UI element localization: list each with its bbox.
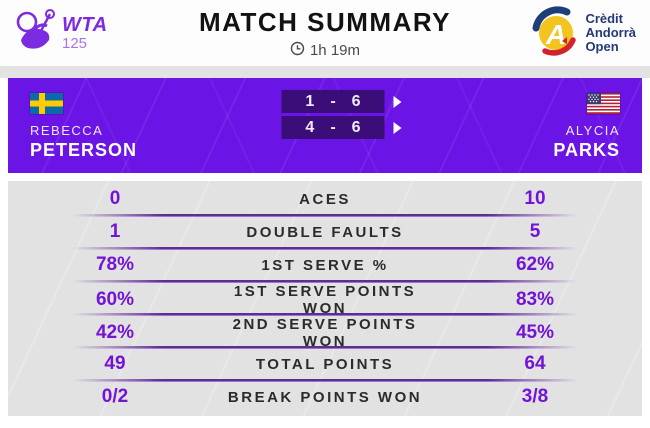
clock-icon (290, 41, 305, 60)
stat-left-value: 1 (109, 221, 121, 242)
score-separator: - (330, 118, 336, 136)
stat-right-value: 5 (529, 221, 541, 242)
usa-flag-icon (587, 93, 620, 114)
stat-row-double-faults: 1 DOUBLE FAULTS 5 (8, 217, 642, 247)
player-right: ALYCIA PARKS (553, 93, 620, 161)
page-title: MATCH SUMMARY (198, 7, 452, 37)
stat-right-value: 10 (524, 188, 546, 209)
stat-left-value: 78% (95, 254, 135, 275)
match-banner: REBECCA PETERSON 1 - 6 4 - 6 (8, 78, 642, 173)
player-right-last-name: PARKS (553, 140, 620, 160)
stat-row-first-serve-points-won: 60% 1ST SERVE POINTS WON 83% (8, 283, 642, 317)
match-duration: 1h 19m (199, 41, 451, 60)
stat-left-value: 0/2 (101, 386, 129, 407)
stats-panel: 0 ACES 10 1 DOUBLE FAULTS 5 78% 1ST SERV… (8, 181, 642, 416)
header: WTA 125 MATCH SUMMARY 1h 19m A (0, 0, 650, 66)
set-2-left-games: 4 (305, 118, 315, 136)
wta-tier-label: 125 (62, 35, 88, 52)
player-left-first-name: REBECCA (30, 123, 104, 138)
stat-left-value: 49 (104, 353, 126, 374)
player-right-first-name: ALYCIA (565, 123, 620, 138)
stat-label: 1ST SERVE POINTS WON (233, 283, 417, 317)
set-1-left-games: 1 (305, 92, 315, 110)
sweden-flag-icon (30, 93, 63, 114)
stat-right-value: 64 (524, 353, 546, 374)
sponsor-line-1: Crèdit (585, 10, 623, 26)
sponsor-logo: A Crèdit Andorrà Open (486, 5, 636, 61)
stat-label: DOUBLE FAULTS (246, 223, 404, 241)
set-2-winner-arrow-icon (393, 121, 402, 134)
stat-left-value: 42% (95, 322, 135, 343)
row-divider (72, 346, 578, 349)
stat-label: 1ST SERVE % (261, 256, 389, 274)
stat-right-value: 62% (515, 254, 555, 275)
header-shadow-band (0, 66, 650, 78)
sponsor-line-3: Open (585, 39, 619, 55)
svg-text:A: A (545, 19, 566, 50)
row-divider (72, 247, 578, 250)
set-1-right-games: 6 (351, 92, 361, 110)
sponsor-line-2: Andorrà (585, 24, 636, 40)
stat-row-total-points: 49 TOTAL POINTS 64 (8, 349, 642, 379)
row-divider (72, 214, 578, 217)
stat-left-value: 0 (109, 188, 121, 209)
stat-right-value: 45% (515, 322, 555, 343)
stat-label: BREAK POINTS WON (227, 388, 423, 406)
stat-row-break-points-won: 0/2 BREAK POINTS WON 3/8 (8, 382, 642, 412)
set-2-right-games: 6 (351, 118, 361, 136)
set-1-score: 1 - 6 (281, 90, 385, 113)
set-2-score: 4 - 6 (281, 116, 385, 139)
credit-andorra-emblem-icon: A (531, 5, 579, 61)
scoreboard: 1 - 6 4 - 6 (281, 90, 402, 139)
set-score-row: 1 - 6 (281, 90, 402, 113)
wta-125-logo: WTA 125 (14, 8, 164, 59)
stat-row-second-serve-points-won: 42% 2ND SERVE POINTS WON 45% (8, 316, 642, 350)
stat-label: ACES (299, 190, 351, 208)
row-divider (72, 313, 578, 316)
wta-player-icon (14, 8, 58, 59)
wta-brand-label: WTA (62, 14, 108, 36)
player-left: REBECCA PETERSON (30, 93, 137, 161)
duration-text: 1h 19m (309, 42, 361, 59)
stat-label: TOTAL POINTS (255, 355, 395, 373)
stat-right-value: 3/8 (521, 386, 549, 407)
stat-row-first-serve-pct: 78% 1ST SERVE % 62% (8, 250, 642, 280)
stat-row-aces: 0 ACES 10 (8, 184, 642, 214)
stat-left-value: 60% (95, 289, 135, 310)
row-divider (72, 379, 578, 382)
title-block: MATCH SUMMARY 1h 19m (199, 7, 451, 60)
row-divider (72, 280, 578, 283)
stat-label: 2ND SERVE POINTS WON (232, 316, 418, 350)
player-left-last-name: PETERSON (30, 140, 138, 160)
set-1-winner-arrow-icon (393, 95, 402, 108)
stat-right-value: 83% (515, 289, 555, 310)
set-score-row: 4 - 6 (281, 116, 402, 139)
score-separator: - (330, 92, 336, 110)
